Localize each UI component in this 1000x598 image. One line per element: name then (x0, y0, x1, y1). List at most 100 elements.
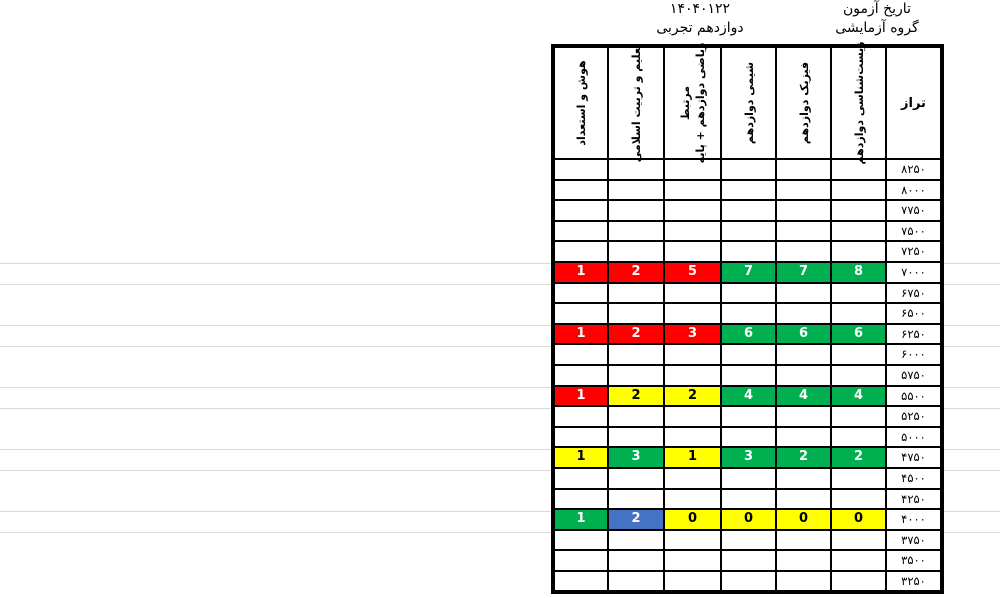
subject-cell-hoosh[interactable] (552, 363, 609, 387)
subject-cell-talim[interactable]: 2 (607, 260, 665, 284)
subject-cell-riazi[interactable] (663, 178, 722, 202)
subject-cell-riazi[interactable] (663, 405, 722, 428)
subject-cell-zist[interactable] (830, 302, 887, 325)
taraz-cell[interactable]: ۶۷۵۰ (885, 281, 943, 305)
subject-cell-zist[interactable] (830, 240, 887, 263)
subject-cell-fizik[interactable] (775, 405, 832, 428)
subject-cell-hoosh[interactable] (552, 178, 609, 202)
subject-cell-talim[interactable] (607, 363, 665, 387)
subject-cell-hoosh[interactable] (552, 487, 609, 511)
subject-cell-hoosh[interactable] (552, 569, 609, 594)
subject-cell-shimi[interactable] (720, 363, 777, 387)
subject-cell-zist[interactable] (830, 466, 887, 490)
subject-cell-talim[interactable] (607, 549, 665, 572)
subject-cell-shimi[interactable]: 6 (720, 322, 777, 346)
subject-cell-fizik[interactable] (775, 240, 832, 263)
subject-cell-fizik[interactable] (775, 199, 832, 222)
subject-cell-shimi[interactable] (720, 158, 777, 181)
subject-cell-zist[interactable] (830, 219, 887, 243)
subject-cell-talim[interactable] (607, 487, 665, 511)
column-header-riazi[interactable]: ریاضی دوازدهم + پایه مرتبط (663, 43, 722, 163)
subject-cell-talim[interactable] (607, 219, 665, 243)
subject-cell-talim[interactable] (607, 199, 665, 222)
taraz-cell[interactable]: ۵۵۰۰ (885, 384, 943, 408)
subject-cell-fizik[interactable] (775, 363, 832, 387)
subject-cell-shimi[interactable] (720, 219, 777, 243)
subject-cell-talim[interactable] (607, 302, 665, 325)
taraz-cell[interactable]: ۴۰۰۰ (885, 508, 943, 531)
taraz-cell[interactable]: ۵۲۵۰ (885, 405, 943, 428)
subject-cell-riazi[interactable] (663, 363, 722, 387)
subject-cell-riazi[interactable] (663, 302, 722, 325)
subject-cell-zist[interactable] (830, 569, 887, 594)
subject-cell-shimi[interactable] (720, 549, 777, 572)
subject-cell-shimi[interactable] (720, 466, 777, 490)
subject-cell-riazi[interactable] (663, 466, 722, 490)
column-header-shimi[interactable]: شیمی دوازدهم (720, 45, 777, 160)
subject-cell-talim[interactable]: 3 (607, 446, 665, 469)
taraz-cell[interactable]: ۵۰۰۰ (885, 425, 943, 449)
subject-cell-hoosh[interactable] (552, 281, 609, 305)
subject-cell-shimi[interactable] (720, 302, 777, 325)
subject-cell-riazi[interactable] (663, 549, 722, 572)
subject-cell-talim[interactable] (607, 466, 665, 490)
subject-cell-hoosh[interactable]: 1 (552, 322, 609, 346)
subject-cell-talim[interactable]: 2 (607, 508, 665, 531)
taraz-cell[interactable]: ۴۵۰۰ (885, 466, 943, 490)
subject-cell-riazi[interactable]: 0 (663, 508, 722, 531)
subject-cell-shimi[interactable] (720, 240, 777, 263)
subject-cell-hoosh[interactable]: 1 (552, 446, 609, 469)
subject-cell-fizik[interactable]: 2 (775, 446, 832, 469)
subject-cell-hoosh[interactable] (552, 240, 609, 263)
subject-cell-fizik[interactable] (775, 425, 832, 449)
subject-cell-riazi[interactable] (663, 425, 722, 449)
subject-cell-shimi[interactable] (720, 405, 777, 428)
subject-cell-hoosh[interactable] (552, 466, 609, 490)
subject-cell-talim[interactable] (607, 178, 665, 202)
subject-cell-riazi[interactable] (663, 487, 722, 511)
subject-cell-shimi[interactable]: 4 (720, 384, 777, 408)
subject-cell-fizik[interactable] (775, 487, 832, 511)
subject-cell-zist[interactable] (830, 425, 887, 449)
subject-cell-hoosh[interactable] (552, 528, 609, 552)
subject-cell-riazi[interactable] (663, 199, 722, 222)
subject-cell-hoosh[interactable]: 1 (552, 384, 609, 408)
subject-cell-riazi[interactable] (663, 281, 722, 305)
subject-cell-fizik[interactable] (775, 466, 832, 490)
taraz-cell[interactable]: ۷۵۰۰ (885, 219, 943, 243)
taraz-cell[interactable]: ۷۰۰۰ (885, 260, 943, 284)
taraz-cell[interactable]: ۴۷۵۰ (885, 446, 943, 469)
taraz-cell[interactable]: ۵۷۵۰ (885, 363, 943, 387)
subject-cell-shimi[interactable] (720, 487, 777, 511)
subject-cell-zist[interactable] (830, 199, 887, 222)
subject-cell-zist[interactable]: 2 (830, 446, 887, 469)
subject-cell-shimi[interactable] (720, 178, 777, 202)
subject-cell-fizik[interactable] (775, 219, 832, 243)
subject-cell-fizik[interactable] (775, 158, 832, 181)
subject-cell-shimi[interactable]: 7 (720, 260, 777, 284)
taraz-cell[interactable]: ۷۲۵۰ (885, 240, 943, 263)
subject-cell-riazi[interactable] (663, 343, 722, 366)
subject-cell-riazi[interactable] (663, 569, 722, 594)
subject-cell-zist[interactable] (830, 281, 887, 305)
subject-cell-fizik[interactable] (775, 549, 832, 572)
subject-cell-zist[interactable] (830, 528, 887, 552)
taraz-cell[interactable]: ۴۲۵۰ (885, 487, 943, 511)
subject-cell-zist[interactable] (830, 363, 887, 387)
column-header-fizik[interactable]: فیزیک دوازدهم (775, 45, 832, 160)
subject-cell-fizik[interactable] (775, 178, 832, 202)
taraz-cell[interactable]: ۳۷۵۰ (885, 528, 943, 552)
taraz-cell[interactable]: ۶۲۵۰ (885, 322, 943, 346)
taraz-cell[interactable]: ۸۰۰۰ (885, 178, 943, 202)
subject-cell-shimi[interactable] (720, 281, 777, 305)
subject-cell-riazi[interactable]: 5 (663, 260, 722, 284)
subject-cell-hoosh[interactable] (552, 302, 609, 325)
column-header-zist[interactable]: زیست‌شناسی دوازدهم (830, 42, 887, 165)
subject-cell-hoosh[interactable] (552, 343, 609, 366)
subject-cell-hoosh[interactable]: 1 (552, 260, 609, 284)
subject-cell-fizik[interactable] (775, 281, 832, 305)
subject-cell-zist[interactable] (830, 549, 887, 572)
subject-cell-riazi[interactable] (663, 240, 722, 263)
subject-cell-zist[interactable]: 8 (830, 260, 887, 284)
subject-cell-talim[interactable] (607, 425, 665, 449)
